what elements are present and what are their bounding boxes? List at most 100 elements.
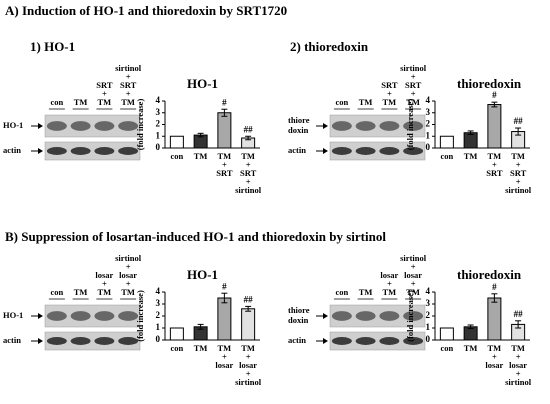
bar: [439, 135, 454, 149]
bar: [169, 135, 184, 149]
lane-label: +: [411, 88, 416, 98]
bar: [241, 308, 256, 341]
section-title: B) Suppression of losartan-induced HO-1 …: [5, 229, 386, 244]
lane-label: SRT: [96, 80, 113, 90]
x-tick-label: losar: [239, 360, 257, 370]
error-bar: [491, 293, 498, 303]
y-tick-label: 4: [426, 286, 431, 296]
blot-band: [331, 147, 352, 155]
significance-marker: ##: [244, 124, 254, 134]
x-tick-label: +: [222, 351, 227, 361]
error-bar: [221, 292, 228, 304]
section-title: A) Induction of HO-1 and thioredoxin by …: [5, 3, 287, 18]
lane-label: +: [387, 88, 392, 98]
chart-title: thioredoxin: [457, 267, 522, 282]
lane-label: losar: [380, 270, 398, 280]
blot-band: [118, 147, 139, 155]
x-tick-label: +: [246, 351, 251, 361]
significance-marker: ##: [514, 309, 524, 319]
error-bar: [245, 305, 252, 312]
blot-band: [379, 311, 400, 321]
row-label: actin: [3, 145, 21, 155]
lane-label: +: [126, 261, 131, 271]
row-label: HO-1: [3, 310, 23, 320]
blot-band: [331, 311, 352, 321]
blot-band: [379, 147, 400, 155]
blot-band: [118, 121, 139, 131]
blot-strip: [44, 331, 141, 351]
blot-band: [70, 121, 91, 131]
y-tick-label: 3: [426, 107, 431, 117]
bar: [169, 327, 184, 341]
blot-band: [46, 337, 67, 345]
lane-label: TM: [98, 97, 112, 107]
x-tick-label: SRT: [486, 168, 503, 178]
blot-strip: [329, 141, 426, 161]
lane-label: +: [411, 71, 416, 81]
lane-label: +: [102, 278, 107, 288]
y-tick-label: 0: [426, 334, 431, 344]
y-tick-label: 2: [426, 310, 431, 320]
blot-band: [70, 311, 91, 321]
error-bar: [467, 130, 474, 135]
x-tick-label: losar: [215, 360, 233, 370]
lane-label: TM: [383, 287, 397, 297]
panel-title: 1) HO-1: [30, 39, 75, 54]
x-tick-label: TM: [194, 343, 208, 353]
lane-label: con: [51, 97, 64, 107]
x-tick-label: TM: [218, 151, 232, 161]
significance-marker: #: [492, 90, 497, 100]
lane-label: TM: [121, 97, 135, 107]
x-tick-label: +: [516, 368, 521, 378]
blot-band: [403, 147, 424, 155]
lane-label: SRT: [405, 80, 422, 90]
x-tick-label: +: [492, 159, 497, 169]
lane-label: TM: [121, 287, 135, 297]
blot-band: [355, 121, 376, 131]
y-tick-label: 4: [426, 95, 431, 105]
blot-strip: [329, 304, 426, 328]
row-arrowhead: [38, 123, 43, 129]
row-arrowhead: [323, 148, 328, 154]
x-tick-label: sirtinol: [235, 185, 262, 195]
y-tick-label: 3: [426, 298, 431, 308]
lane-label: TM: [359, 287, 373, 297]
x-tick-label: +: [246, 368, 251, 378]
y-axis-label: (fold increase): [135, 290, 145, 342]
lane-label: con: [336, 97, 349, 107]
error-bar: [197, 323, 204, 330]
blot-band: [355, 311, 376, 321]
blot-band: [118, 337, 139, 345]
x-tick-label: +: [246, 159, 251, 169]
x-tick-label: TM: [241, 151, 255, 161]
row-arrowhead: [38, 148, 43, 154]
y-axis-label: (fold increase): [405, 99, 415, 151]
blot-band: [403, 337, 424, 345]
row-label: actin: [288, 145, 306, 155]
y-tick-label: 0: [156, 142, 161, 152]
lane-label: TM: [383, 97, 397, 107]
row-label: HO-1: [3, 120, 23, 130]
lane-label: sirtinol: [400, 63, 427, 73]
lane-label: TM: [406, 287, 420, 297]
lane-label: sirtinol: [115, 253, 142, 263]
significance-marker: #: [222, 97, 227, 107]
significance-marker: #: [492, 282, 497, 292]
row-label: doxin: [288, 315, 309, 325]
error-bar: [467, 324, 474, 330]
x-tick-label: sirtinol: [235, 377, 262, 387]
lane-label: TM: [74, 287, 88, 297]
y-axis-label: (fold increase): [405, 290, 415, 342]
blot-band: [403, 121, 424, 131]
x-tick-label: losar: [509, 360, 527, 370]
x-tick-label: sirtinol: [505, 377, 532, 387]
x-tick-label: +: [516, 351, 521, 361]
lane-label: +: [387, 278, 392, 288]
x-tick-label: +: [492, 351, 497, 361]
y-tick-label: 4: [156, 286, 161, 296]
lane-label: sirtinol: [400, 253, 427, 263]
blot-band: [46, 147, 67, 155]
blot-strip: [44, 114, 141, 138]
x-tick-label: TM: [511, 343, 525, 353]
